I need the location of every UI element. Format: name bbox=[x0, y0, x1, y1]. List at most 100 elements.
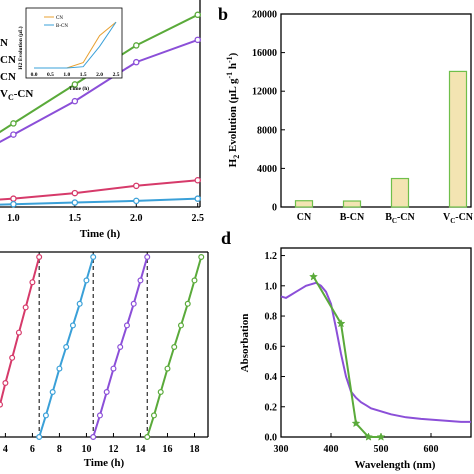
panel-c-series-0-point-4 bbox=[22, 304, 29, 311]
panel-a-x-tick-label-2: 2.0 bbox=[130, 213, 143, 224]
panel-c-series bbox=[0, 254, 205, 441]
panel-d-x-label: Wavelength (nm) bbox=[355, 459, 436, 471]
panel-c-series-3-point-8 bbox=[198, 254, 205, 261]
panel-c-series-1-point-8 bbox=[90, 254, 97, 261]
panel-c-x-tick-label-6: 16 bbox=[162, 444, 172, 455]
panel-b-bar-2 bbox=[390, 177, 410, 208]
panel-b-bar-1 bbox=[342, 200, 362, 208]
panel-b-bar-0 bbox=[294, 200, 314, 208]
panel-c-series-3-point-5 bbox=[177, 322, 184, 329]
panel-b-y-tick-label-3: 12000 bbox=[252, 87, 277, 98]
panel-d-series bbox=[280, 272, 471, 441]
panel-c-cycle-dividers bbox=[38, 252, 148, 437]
panel-a-series-0-point-1 bbox=[10, 120, 17, 127]
panel-d-y-tick-label-0: 0.0 bbox=[265, 433, 278, 444]
inset-x-tick-label-3: 1.5 bbox=[80, 72, 87, 78]
panel-d: d 300 400 500 600 0.0 0.2 0.4 0.6 0.8 1.0 1.2 Wav… bbox=[221, 228, 472, 471]
panel-d-x-tick-label-2: 500 bbox=[374, 444, 389, 455]
inset-frame bbox=[25, 7, 123, 79]
inset-x-ticks: 0.0 0.5 1.0 1.5 2.0 2.5 bbox=[31, 72, 120, 78]
panel-d-series-1-point-0 bbox=[309, 272, 318, 281]
panel-c-series-2-point-2 bbox=[103, 389, 110, 396]
panel-c-x-tick-label-2: 8 bbox=[57, 444, 62, 455]
inset-series-B-CN-line bbox=[34, 21, 117, 69]
panel-c-series-0-point-3 bbox=[15, 329, 22, 336]
panel-c-series-1-point-0 bbox=[36, 434, 43, 441]
panel-b-y-tick-label-0: 0 bbox=[272, 203, 277, 214]
panel-b-y-tick-label-4: 16000 bbox=[252, 48, 277, 59]
panel-b-y-tick-label-5: 20000 bbox=[252, 10, 277, 21]
panel-c-series-1-point-6 bbox=[76, 300, 83, 307]
panel-d-y-ticks: 0.0 0.2 0.4 0.6 0.8 1.0 1.2 bbox=[265, 251, 285, 444]
panel-c-series-2-point-6 bbox=[130, 300, 137, 307]
panel-d-series-1-point-1 bbox=[336, 318, 346, 328]
panel-c-x-tick-label-0: 4 bbox=[3, 444, 8, 455]
panel-a-series-3-point-4 bbox=[194, 195, 201, 202]
panel-c-series-3-point-1 bbox=[150, 412, 157, 419]
inset-x-tick-label-4: 2.0 bbox=[96, 72, 103, 78]
panel-a-series-0-point-2 bbox=[71, 81, 79, 88]
panel-c-series-3-point-4 bbox=[171, 344, 178, 351]
panel-c-series-3-point-6 bbox=[184, 300, 191, 307]
panel-b-x-label-1: B-CN bbox=[340, 212, 365, 223]
panel-c-x-tick-label-7: 18 bbox=[189, 444, 199, 455]
legend-entry-2: CN bbox=[0, 54, 16, 66]
panel-c-series-2-point-8 bbox=[144, 254, 151, 261]
panel-a-series-3-point-1 bbox=[10, 200, 17, 208]
panel-d-y-label: Absorbation bbox=[239, 314, 251, 373]
panel-a-series-1-point-4 bbox=[194, 36, 201, 44]
panel-c-series-2-point-7 bbox=[137, 277, 144, 284]
panel-c-x-tick-label-3: 10 bbox=[81, 444, 91, 455]
panel-d-series-1-point-4 bbox=[376, 432, 386, 441]
panel-c-series-3-point-3 bbox=[164, 365, 171, 372]
panel-c-x-tick-label-1: 6 bbox=[30, 444, 35, 455]
panel-b-x-labels: CN B-CN BC-CN VC-CN bbox=[297, 212, 474, 225]
panel-b-x-label-0: CN bbox=[297, 212, 312, 223]
panel-c-series-1-point-5 bbox=[69, 322, 76, 329]
legend-entry-4: VC-CN bbox=[0, 88, 33, 102]
panel-d-series-0-line bbox=[280, 281, 471, 423]
panel-c-series-1-point-7 bbox=[83, 277, 90, 284]
panel-a-series bbox=[0, 11, 201, 208]
panel-a-series-0-point-3 bbox=[133, 42, 140, 49]
panel-c-series-0-point-2 bbox=[9, 354, 16, 361]
panel-b-bar-3 bbox=[448, 70, 468, 208]
panel-a-x-label: Time (h) bbox=[80, 228, 121, 240]
inset-x-tick-label-1: 0.5 bbox=[47, 72, 54, 78]
panel-c-series-2-point-4 bbox=[117, 344, 124, 351]
legend-entry-3: CN bbox=[0, 71, 16, 83]
panel-d-y-tick-label-3: 0.6 bbox=[265, 342, 278, 353]
panel-b-y-tick-label-2: 8000 bbox=[257, 125, 277, 136]
panel-d-label: d bbox=[221, 228, 231, 248]
panel-b-y-label: H2 Evolution (μL g-1 h-1) bbox=[225, 52, 241, 167]
panel-d-series-1-point-3 bbox=[364, 432, 373, 441]
inset-x-tick-label-0: 0.0 bbox=[31, 72, 38, 78]
panel-a-x-tick-label-0: 1.0 bbox=[7, 213, 20, 224]
panel-d-y-tick-label-1: 0.2 bbox=[265, 402, 278, 413]
panel-a-x-tick-label-1: 1.5 bbox=[69, 213, 82, 224]
panel-c-series-1-point-3 bbox=[56, 365, 63, 372]
panel-d-series-1-point-2 bbox=[351, 418, 361, 428]
panel-d-y-tick-label-6: 1.2 bbox=[265, 251, 278, 262]
panel-a-x-ticks: 1.0 1.5 2.0 2.5 bbox=[7, 203, 204, 224]
panel-c-series-2-point-0 bbox=[90, 434, 97, 441]
panel-a-series-3-point-3 bbox=[133, 197, 140, 205]
panel-a-series-0-point-4 bbox=[194, 11, 201, 19]
panel-b-y-ticks: 0 4000 8000 12000 16000 20000 bbox=[252, 10, 285, 214]
panel-c-series-2-point-5 bbox=[123, 322, 130, 329]
panel-c-series-0-point-5 bbox=[29, 279, 36, 286]
panel-c-series-0-point-6 bbox=[36, 254, 43, 261]
panel-c-x-ticks: 4 6 8 10 12 14 16 18 bbox=[3, 433, 199, 455]
panel-a-series-2-point-3 bbox=[133, 182, 140, 190]
panel-c-series-3-point-2 bbox=[157, 389, 164, 396]
panel-b-x-label-2: BC-CN bbox=[385, 212, 415, 225]
inset-x-tick-label-5: 2.5 bbox=[113, 72, 120, 78]
inset-x-tick-label-2: 1.0 bbox=[63, 72, 70, 78]
panel-b-bars bbox=[294, 70, 468, 208]
panel-a-legend: N CN CN VC-CN bbox=[0, 37, 33, 102]
panel-c-series-2-point-1 bbox=[96, 412, 103, 419]
panel-a-series-2-point-1 bbox=[10, 195, 17, 202]
inset-series bbox=[34, 21, 117, 69]
panel-c-x-label: Time (h) bbox=[84, 457, 125, 469]
inset-x-label: Time (h) bbox=[69, 85, 89, 92]
